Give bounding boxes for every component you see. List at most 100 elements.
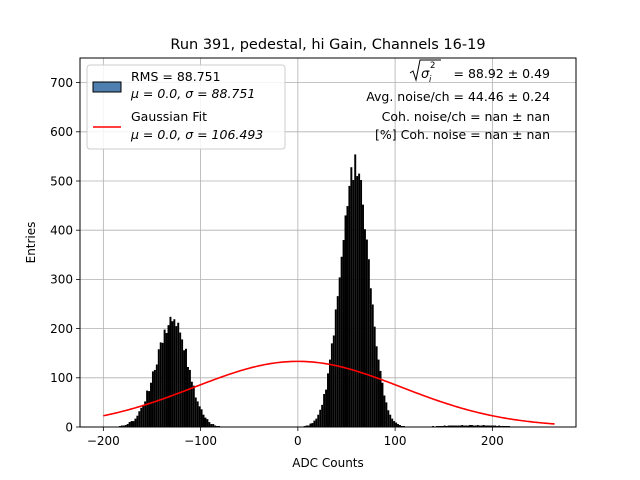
legend-histogram-line2: μ = 0.0, σ = 88.751 [130,86,255,101]
histogram-bar [142,405,145,427]
histogram-bar [309,423,312,427]
histogram-bar [363,229,366,427]
histogram-bar [124,425,127,427]
histogram-bar [385,402,388,427]
histogram-bar [146,390,149,427]
histogram-bar [381,382,384,427]
annotations: σ i 2 = 88.92 ± 0.49 Avg. noise/ch = 44.… [366,59,551,142]
histogram-bar [344,215,347,427]
histogram-bar [486,425,489,427]
annotation-avg-noise: Avg. noise/ch = 44.46 ± 0.24 [366,89,550,104]
histogram-bar [144,401,147,427]
histogram-bar [379,370,382,427]
legend-fit-line1: Gaussian Fit [131,109,207,124]
histogram-bar [148,391,151,427]
histogram-bar [183,350,186,427]
histogram-bar [319,409,322,427]
y-axis: 0 100 200 300 400 500 600 700 [50,76,80,434]
histogram-bar [362,204,364,427]
histogram-bar [122,425,125,427]
histogram-bar [338,277,341,427]
histogram-bar [202,414,205,427]
histogram-bar [447,425,450,427]
x-axis: −200 −100 0 100 200 [87,427,504,448]
y-tick-label: 100 [50,371,73,385]
histogram-bar [346,206,349,427]
histogram-bar [393,421,396,427]
y-tick-label: 500 [50,174,73,188]
histogram-bar [397,424,399,427]
annotation-coh-noise: Coh. noise/ch = nan ± nan [382,109,550,124]
histogram-bar [321,404,324,427]
histogram-bar [465,425,468,427]
histogram-bar [165,333,168,427]
histogram-bar [161,342,164,427]
histogram-bar [132,421,135,427]
histogram-bar [480,425,483,427]
histogram-bar [307,425,310,427]
histogram-bar [206,419,209,427]
y-tick-label: 400 [50,224,73,238]
histogram-bar [159,342,162,427]
histogram-bar [332,335,335,427]
histogram-bar [476,425,479,427]
histogram-bar [323,394,326,427]
y-tick-label: 0 [65,420,73,434]
sqrt-sigma-subscript: i [429,75,432,85]
histogram-bar [305,425,308,427]
sqrt-sign [409,59,441,82]
histogram-bar [317,414,320,427]
histogram-bar [330,343,333,427]
histogram-bar [350,167,353,427]
histogram-bar [348,185,351,427]
histogram-bars [113,154,524,427]
histogram-bar [467,425,470,427]
histogram-bar [383,395,386,427]
x-axis-label: ADC Counts [292,456,364,470]
histogram-bar [196,401,199,427]
histogram-bar [395,422,398,427]
histogram-bar [163,329,166,427]
x-tick-label: −100 [184,434,217,448]
histogram-bar [208,422,211,427]
histogram-bar [198,406,201,427]
histogram-bar [482,425,485,427]
histogram-bar [369,288,372,427]
histogram-bar [375,346,378,427]
histogram-bar [470,425,473,427]
histogram-bar [171,321,174,427]
histogram-bar [371,304,374,427]
annotation-sigma-value: = 88.92 ± 0.49 [454,66,551,81]
histogram-bar [128,422,131,427]
grid [80,58,576,428]
histogram-bar [120,425,123,427]
histogram-bar [356,176,359,427]
histogram-bar [484,425,487,427]
histogram-bar [389,414,392,427]
histogram-bar [150,382,152,427]
histogram-bar [469,425,471,427]
sqrt-sigma-expression: σ i 2 [409,59,441,85]
chart-title: Run 391, pedestal, hi Gain, Channels 16-… [170,37,485,53]
histogram-bar [185,348,187,427]
histogram-bar [490,425,493,427]
histogram-bar [360,180,363,427]
histogram-bar [451,425,454,427]
histogram-bar [212,424,215,427]
histogram-bar [138,411,141,427]
histogram-bar [472,425,475,427]
histogram-bar [492,425,495,427]
histogram-bar [457,425,460,427]
histogram-bar [169,316,172,427]
histogram-bar [186,366,189,427]
histogram-bar [494,425,497,427]
y-axis-label: Entries [24,222,38,264]
histogram-bar [459,425,462,427]
histogram-bar [188,369,191,427]
histogram-bar [155,364,158,427]
histogram-bar [377,359,380,427]
legend-fit-line2: μ = 0.0, σ = 106.493 [130,127,263,142]
histogram-bar [354,154,357,427]
y-tick-label: 700 [50,76,73,90]
